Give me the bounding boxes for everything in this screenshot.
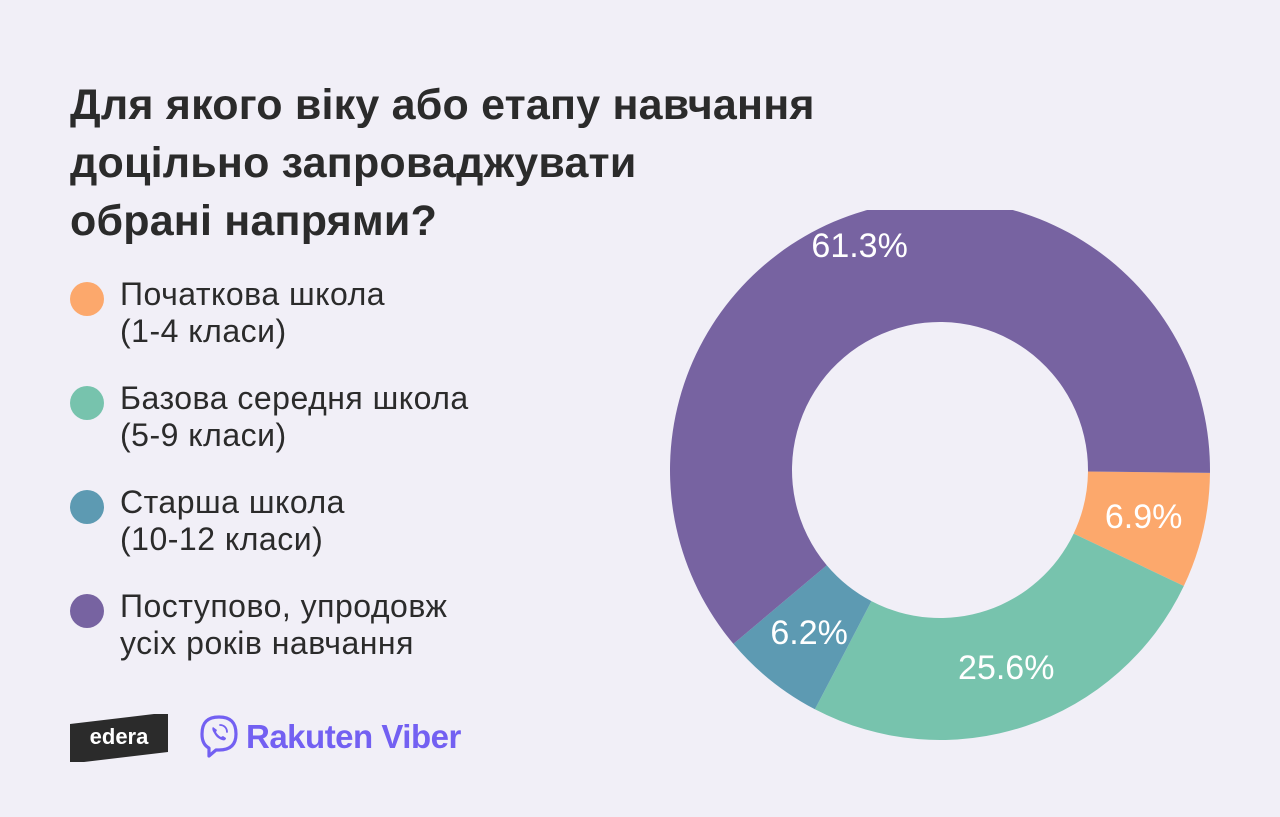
title-line-3: обрані напрями? xyxy=(70,197,438,245)
legend-dot-primary-school xyxy=(70,282,104,316)
legend-label-line: Старша школа xyxy=(120,484,345,520)
donut-labels: 6.9% 25.6% 6.2% 61.3% xyxy=(770,227,1182,687)
legend: Початкова школа (1-4 класи) Базова серед… xyxy=(70,276,630,692)
donut-slice-0 xyxy=(1073,471,1210,586)
donut-slice-label-0: 6.9% xyxy=(1105,498,1183,536)
legend-dot-basic-secondary-school xyxy=(70,386,104,420)
donut-slice-label-1: 25.6% xyxy=(958,649,1054,687)
donut-chart: 6.9% 25.6% 6.2% 61.3% xyxy=(670,210,1210,740)
donut-slices xyxy=(670,210,1210,740)
legend-label-primary-school: Початкова школа (1-4 класи) xyxy=(120,276,385,350)
legend-label-line: усіх років навчання xyxy=(120,625,414,661)
donut-slice-2 xyxy=(733,565,872,710)
donut-slice-label-2: 6.2% xyxy=(770,614,848,652)
edera-logo-text: edera xyxy=(90,724,149,749)
legend-label-high-school: Старша школа (10-12 класи) xyxy=(120,484,345,558)
donut-slice-label-3: 61.3% xyxy=(811,227,907,265)
legend-dot-high-school xyxy=(70,490,104,524)
legend-item-high-school: Старша школа (10-12 класи) xyxy=(70,484,630,588)
legend-label-gradually: Поступово, упродовж усіх років навчання xyxy=(120,588,447,662)
legend-label-line: (1-4 класи) xyxy=(120,313,287,349)
legend-label-line: Поступово, упродовж xyxy=(120,588,448,624)
legend-item-gradually: Поступово, упродовж усіх років навчання xyxy=(70,588,630,692)
legend-label-line: Початкова школа xyxy=(120,276,386,312)
viber-logo-text: Rakuten Viber xyxy=(246,718,461,755)
chart-title: Для якого віку або етапу навчання доціль… xyxy=(70,76,970,250)
title-line-2: доцільно запроваджувати xyxy=(70,139,637,187)
donut-slice-1 xyxy=(814,533,1184,740)
legend-dot-gradually xyxy=(70,594,104,628)
legend-item-primary-school: Початкова школа (1-4 класи) xyxy=(70,276,630,380)
viber-phone-icon xyxy=(200,715,238,758)
edera-logo: edera xyxy=(70,714,168,767)
legend-label-basic-secondary-school: Базова середня школа (5-9 класи) xyxy=(120,380,469,454)
donut-slice-3 xyxy=(670,210,1210,644)
legend-label-line: Базова середня школа xyxy=(120,380,469,416)
legend-item-basic-secondary-school: Базова середня школа (5-9 класи) xyxy=(70,380,630,484)
title-line-1: Для якого віку або етапу навчання xyxy=(70,81,815,129)
legend-label-line: (10-12 класи) xyxy=(120,521,324,557)
legend-label-line: (5-9 класи) xyxy=(120,417,287,453)
